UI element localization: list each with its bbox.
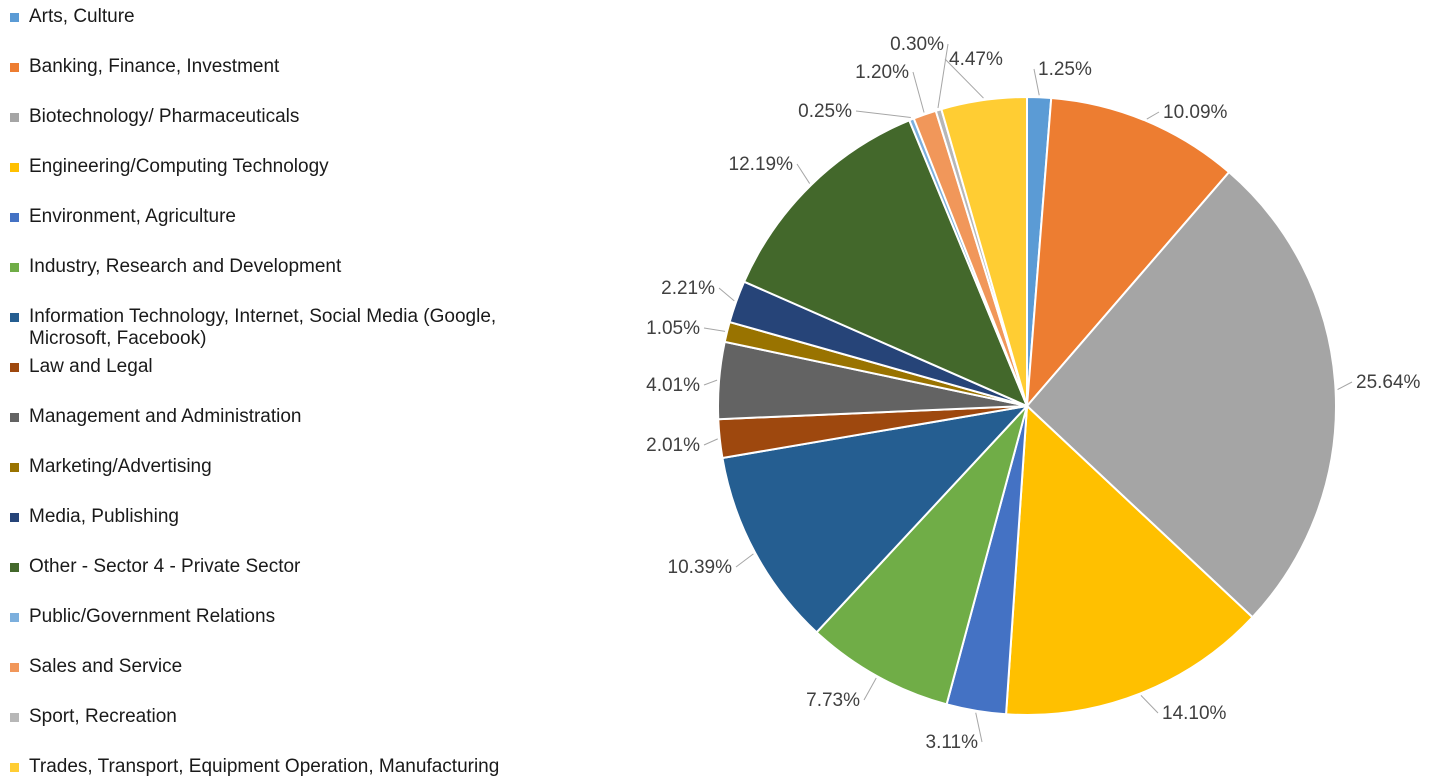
legend-item: Other - Sector 4 - Private Sector xyxy=(10,556,300,578)
legend-item: Public/Government Relations xyxy=(10,606,275,628)
data-label: 0.30% xyxy=(890,34,944,55)
legend-swatch xyxy=(10,313,19,322)
data-label: 1.20% xyxy=(855,62,909,83)
leader-line xyxy=(912,71,925,113)
data-label: 1.05% xyxy=(646,318,700,339)
legend-swatch xyxy=(10,413,19,422)
leader-line xyxy=(863,677,877,701)
legend-swatch xyxy=(10,763,19,772)
data-label: 4.47% xyxy=(949,49,1003,70)
leader-line xyxy=(855,110,911,119)
legend-label: Banking, Finance, Investment xyxy=(29,56,280,77)
legend-item: Trades, Transport, Equipment Operation, … xyxy=(10,756,499,778)
legend-swatch xyxy=(10,213,19,222)
legend-swatch xyxy=(10,13,19,22)
pie-slice xyxy=(815,405,1028,706)
legend-item: Sport, Recreation xyxy=(10,706,177,728)
leader-line xyxy=(937,43,949,109)
legend-label: Industry, Research and Development xyxy=(29,256,342,277)
legend-label: Engineering/Computing Technology xyxy=(29,156,329,177)
legend-item: Information Technology, Internet, Social… xyxy=(10,306,569,350)
legend-label: Trades, Transport, Equipment Operation, … xyxy=(29,756,500,777)
legend-label: Other - Sector 4 - Private Sector xyxy=(29,556,301,577)
legend-item: Law and Legal xyxy=(10,356,153,378)
legend-swatch xyxy=(10,513,19,522)
leader-line xyxy=(944,58,984,99)
legend-label: Public/Government Relations xyxy=(29,606,276,627)
legend-swatch xyxy=(10,163,19,172)
data-label: 3.11% xyxy=(926,732,979,753)
pie-slice xyxy=(940,95,1028,407)
data-label: 0.25% xyxy=(798,101,852,122)
legend-label: Environment, Agriculture xyxy=(29,206,236,227)
legend-item: Industry, Research and Development xyxy=(10,256,341,278)
legend-label: Law and Legal xyxy=(29,356,153,377)
legend-label: Information Technology, Internet, Social… xyxy=(29,306,497,349)
legend-swatch xyxy=(10,463,19,472)
legend-label: Arts, Culture xyxy=(29,6,135,27)
legend-item: Sales and Service xyxy=(10,656,182,678)
pie-slice xyxy=(721,404,1030,634)
leader-line xyxy=(975,712,983,743)
leader-line xyxy=(1337,381,1353,391)
legend-item: Banking, Finance, Investment xyxy=(10,56,279,78)
legend-item: Media, Publishing xyxy=(10,506,179,528)
legend-label: Sport, Recreation xyxy=(29,706,177,727)
pie-slice xyxy=(1004,403,1254,716)
legend-item: Arts, Culture xyxy=(10,6,135,28)
pie-slice xyxy=(1025,96,1231,409)
data-label: 1.25% xyxy=(1038,59,1092,80)
legend-swatch xyxy=(10,713,19,722)
data-label: 25.64% xyxy=(1356,372,1421,393)
legend-label: Management and Administration xyxy=(29,406,302,427)
legend-swatch xyxy=(10,263,19,272)
legend-item: Marketing/Advertising xyxy=(10,456,212,478)
leader-line xyxy=(703,438,718,446)
data-label: 10.39% xyxy=(668,557,733,578)
leader-line xyxy=(1146,111,1160,120)
legend-swatch xyxy=(10,113,19,122)
legend-swatch xyxy=(10,613,19,622)
leader-line xyxy=(703,379,718,386)
leader-line xyxy=(703,327,726,332)
pie-slice xyxy=(742,118,1029,408)
legend-item: Biotechnology/ Pharmaceuticals xyxy=(10,106,299,128)
legend-label: Biotechnology/ Pharmaceuticals xyxy=(29,106,300,127)
legend-label: Marketing/Advertising xyxy=(29,456,212,477)
data-label: 2.21% xyxy=(661,278,715,299)
legend-swatch xyxy=(10,363,19,372)
data-label: 14.10% xyxy=(1162,703,1227,724)
legend-label: Media, Publishing xyxy=(29,506,179,527)
legend-item: Management and Administration xyxy=(10,406,302,428)
leader-line xyxy=(1033,68,1040,96)
legend-item: Engineering/Computing Technology xyxy=(10,156,329,178)
data-label: 10.09% xyxy=(1163,102,1228,123)
data-label: 2.01% xyxy=(646,435,700,456)
pie-slice xyxy=(1025,170,1337,619)
legend-swatch xyxy=(10,563,19,572)
legend-swatch xyxy=(10,63,19,72)
legend-label: Sales and Service xyxy=(29,656,183,677)
data-label: 12.19% xyxy=(729,154,794,175)
data-label: 4.01% xyxy=(646,375,700,396)
legend-swatch xyxy=(10,663,19,672)
leader-line xyxy=(796,163,811,184)
leader-line xyxy=(718,287,735,302)
leader-line xyxy=(1140,695,1159,714)
legend-item: Environment, Agriculture xyxy=(10,206,236,228)
leader-line xyxy=(735,553,754,568)
data-label: 7.73% xyxy=(806,690,860,711)
